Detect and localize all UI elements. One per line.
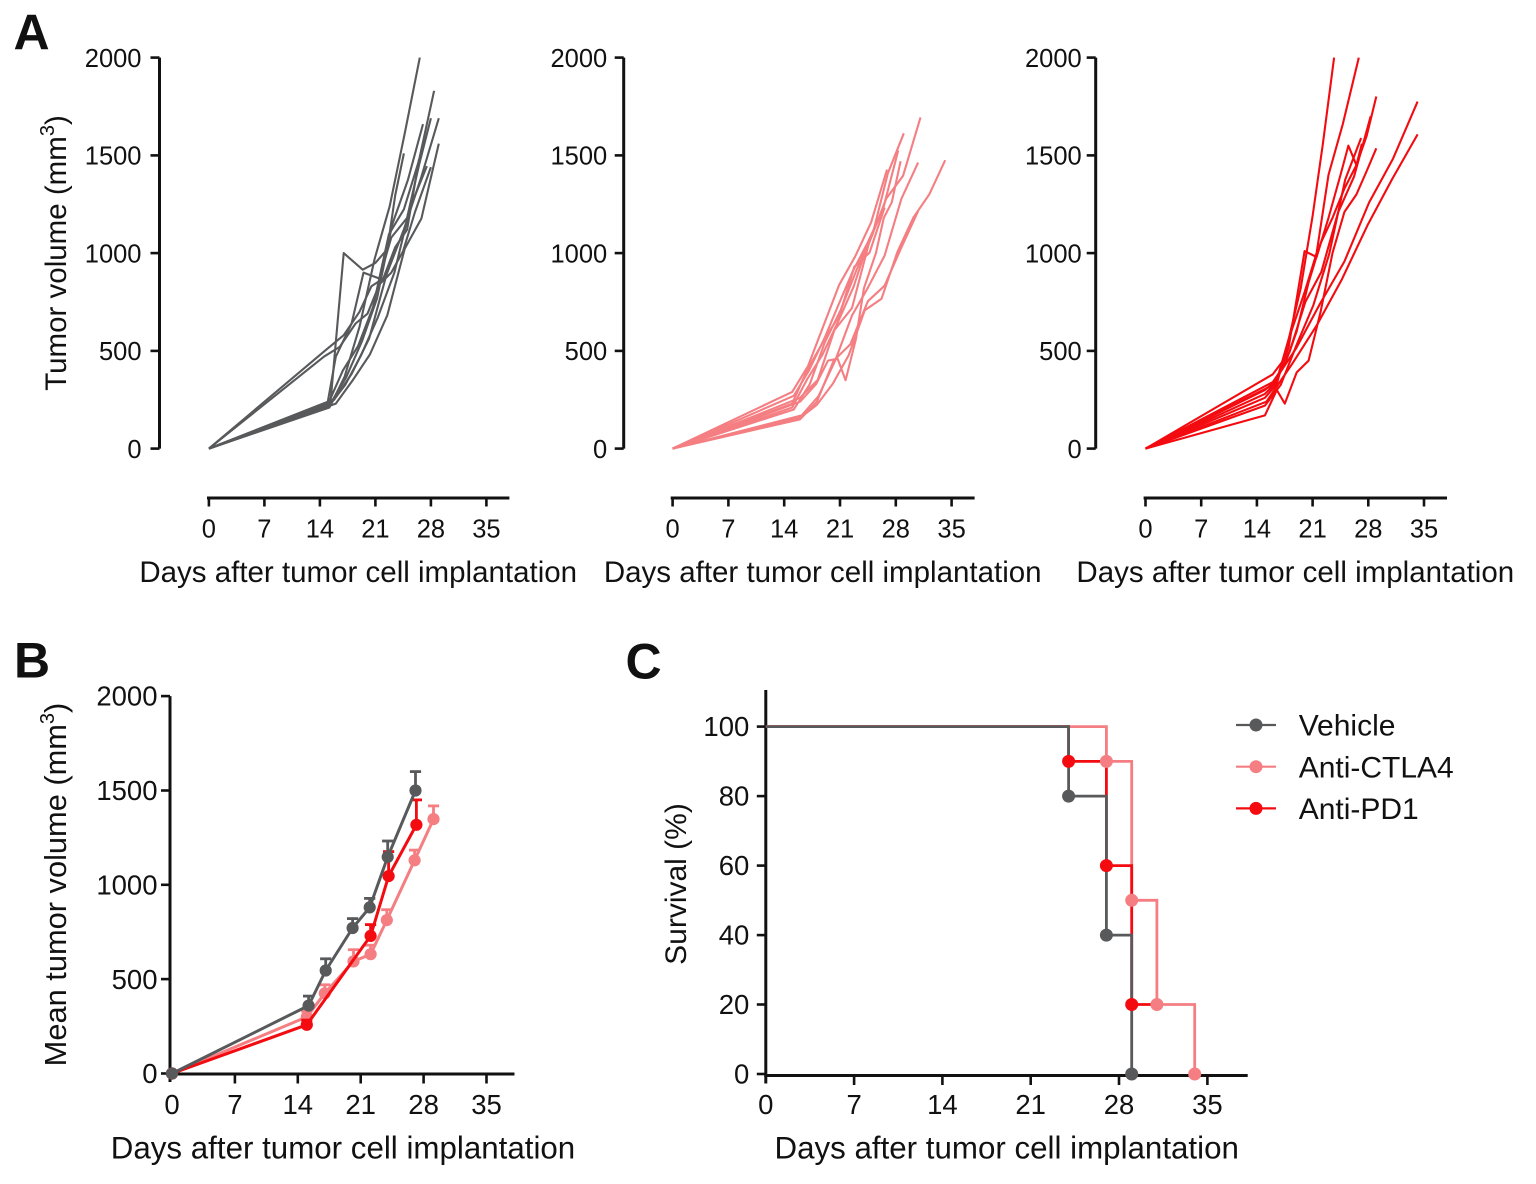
svg-text:0: 0 <box>593 436 607 464</box>
svg-text:Vehicle: Vehicle <box>1299 710 1396 743</box>
svg-text:1500: 1500 <box>85 143 142 171</box>
svg-text:100: 100 <box>703 711 749 742</box>
svg-text:40: 40 <box>719 920 750 951</box>
svg-text:80: 80 <box>719 781 750 812</box>
svg-text:28: 28 <box>408 1089 439 1120</box>
svg-text:60: 60 <box>719 850 750 881</box>
svg-text:7: 7 <box>1194 516 1208 544</box>
svg-text:2000: 2000 <box>1025 45 1082 73</box>
svg-text:Anti-PD1: Anti-PD1 <box>1299 793 1419 826</box>
svg-text:21: 21 <box>345 1089 376 1120</box>
svg-text:Days after tumor cell implanta: Days after tumor cell implantation <box>604 556 1042 589</box>
svg-text:Anti-CTLA4: Anti-CTLA4 <box>1299 751 1454 784</box>
svg-text:20: 20 <box>719 989 750 1020</box>
svg-text:B: B <box>14 632 50 688</box>
svg-text:21: 21 <box>1298 516 1326 544</box>
svg-text:A: A <box>14 5 50 61</box>
svg-text:1500: 1500 <box>1025 143 1082 171</box>
svg-text:28: 28 <box>1354 516 1382 544</box>
svg-text:7: 7 <box>846 1089 861 1120</box>
svg-text:500: 500 <box>565 338 608 366</box>
svg-text:35: 35 <box>1192 1089 1223 1120</box>
svg-text:7: 7 <box>257 516 271 544</box>
svg-text:0: 0 <box>758 1089 773 1120</box>
svg-text:1000: 1000 <box>550 240 607 268</box>
svg-text:14: 14 <box>283 1089 314 1120</box>
svg-text:21: 21 <box>1015 1089 1046 1120</box>
svg-text:21: 21 <box>826 516 854 544</box>
svg-text:2000: 2000 <box>550 45 607 73</box>
svg-text:0: 0 <box>127 436 141 464</box>
svg-text:Days after tumor cell implanta: Days after tumor cell implantation <box>111 1131 575 1166</box>
svg-text:0: 0 <box>142 1058 157 1089</box>
svg-text:28: 28 <box>882 516 910 544</box>
svg-text:14: 14 <box>306 516 334 544</box>
svg-text:14: 14 <box>1243 516 1271 544</box>
svg-text:1000: 1000 <box>1025 240 1082 268</box>
svg-text:35: 35 <box>1410 516 1438 544</box>
svg-text:1000: 1000 <box>85 240 142 268</box>
svg-text:1500: 1500 <box>550 143 607 171</box>
svg-text:14: 14 <box>770 516 798 544</box>
svg-text:500: 500 <box>1039 338 1082 366</box>
svg-text:0: 0 <box>1138 516 1152 544</box>
svg-text:0: 0 <box>202 516 216 544</box>
svg-text:1500: 1500 <box>96 775 157 806</box>
svg-text:Tumor volume (mm3): Tumor volume (mm3) <box>37 115 73 391</box>
svg-text:Mean tumor volume (mm3): Mean tumor volume (mm3) <box>37 703 73 1067</box>
svg-text:0: 0 <box>1068 436 1082 464</box>
svg-text:2000: 2000 <box>85 45 142 73</box>
svg-text:Days after tumor cell implanta: Days after tumor cell implantation <box>774 1131 1238 1166</box>
svg-text:500: 500 <box>99 338 142 366</box>
svg-text:Survival (%): Survival (%) <box>660 803 693 965</box>
svg-text:35: 35 <box>471 1089 502 1120</box>
svg-text:28: 28 <box>417 516 445 544</box>
svg-text:7: 7 <box>227 1089 242 1120</box>
svg-text:2000: 2000 <box>96 681 157 712</box>
svg-text:0: 0 <box>666 516 680 544</box>
svg-text:7: 7 <box>721 516 735 544</box>
svg-text:1000: 1000 <box>96 869 157 900</box>
svg-text:Days after tumor cell implanta: Days after tumor cell implantation <box>1076 556 1514 589</box>
svg-text:14: 14 <box>927 1089 958 1120</box>
svg-text:500: 500 <box>112 964 158 995</box>
svg-text:21: 21 <box>361 516 389 544</box>
svg-text:28: 28 <box>1104 1089 1135 1120</box>
svg-text:35: 35 <box>472 516 500 544</box>
svg-text:C: C <box>626 634 662 690</box>
svg-text:0: 0 <box>164 1089 179 1120</box>
svg-text:35: 35 <box>937 516 965 544</box>
svg-text:Days after tumor cell implanta: Days after tumor cell implantation <box>139 556 577 589</box>
svg-text:0: 0 <box>734 1059 749 1090</box>
